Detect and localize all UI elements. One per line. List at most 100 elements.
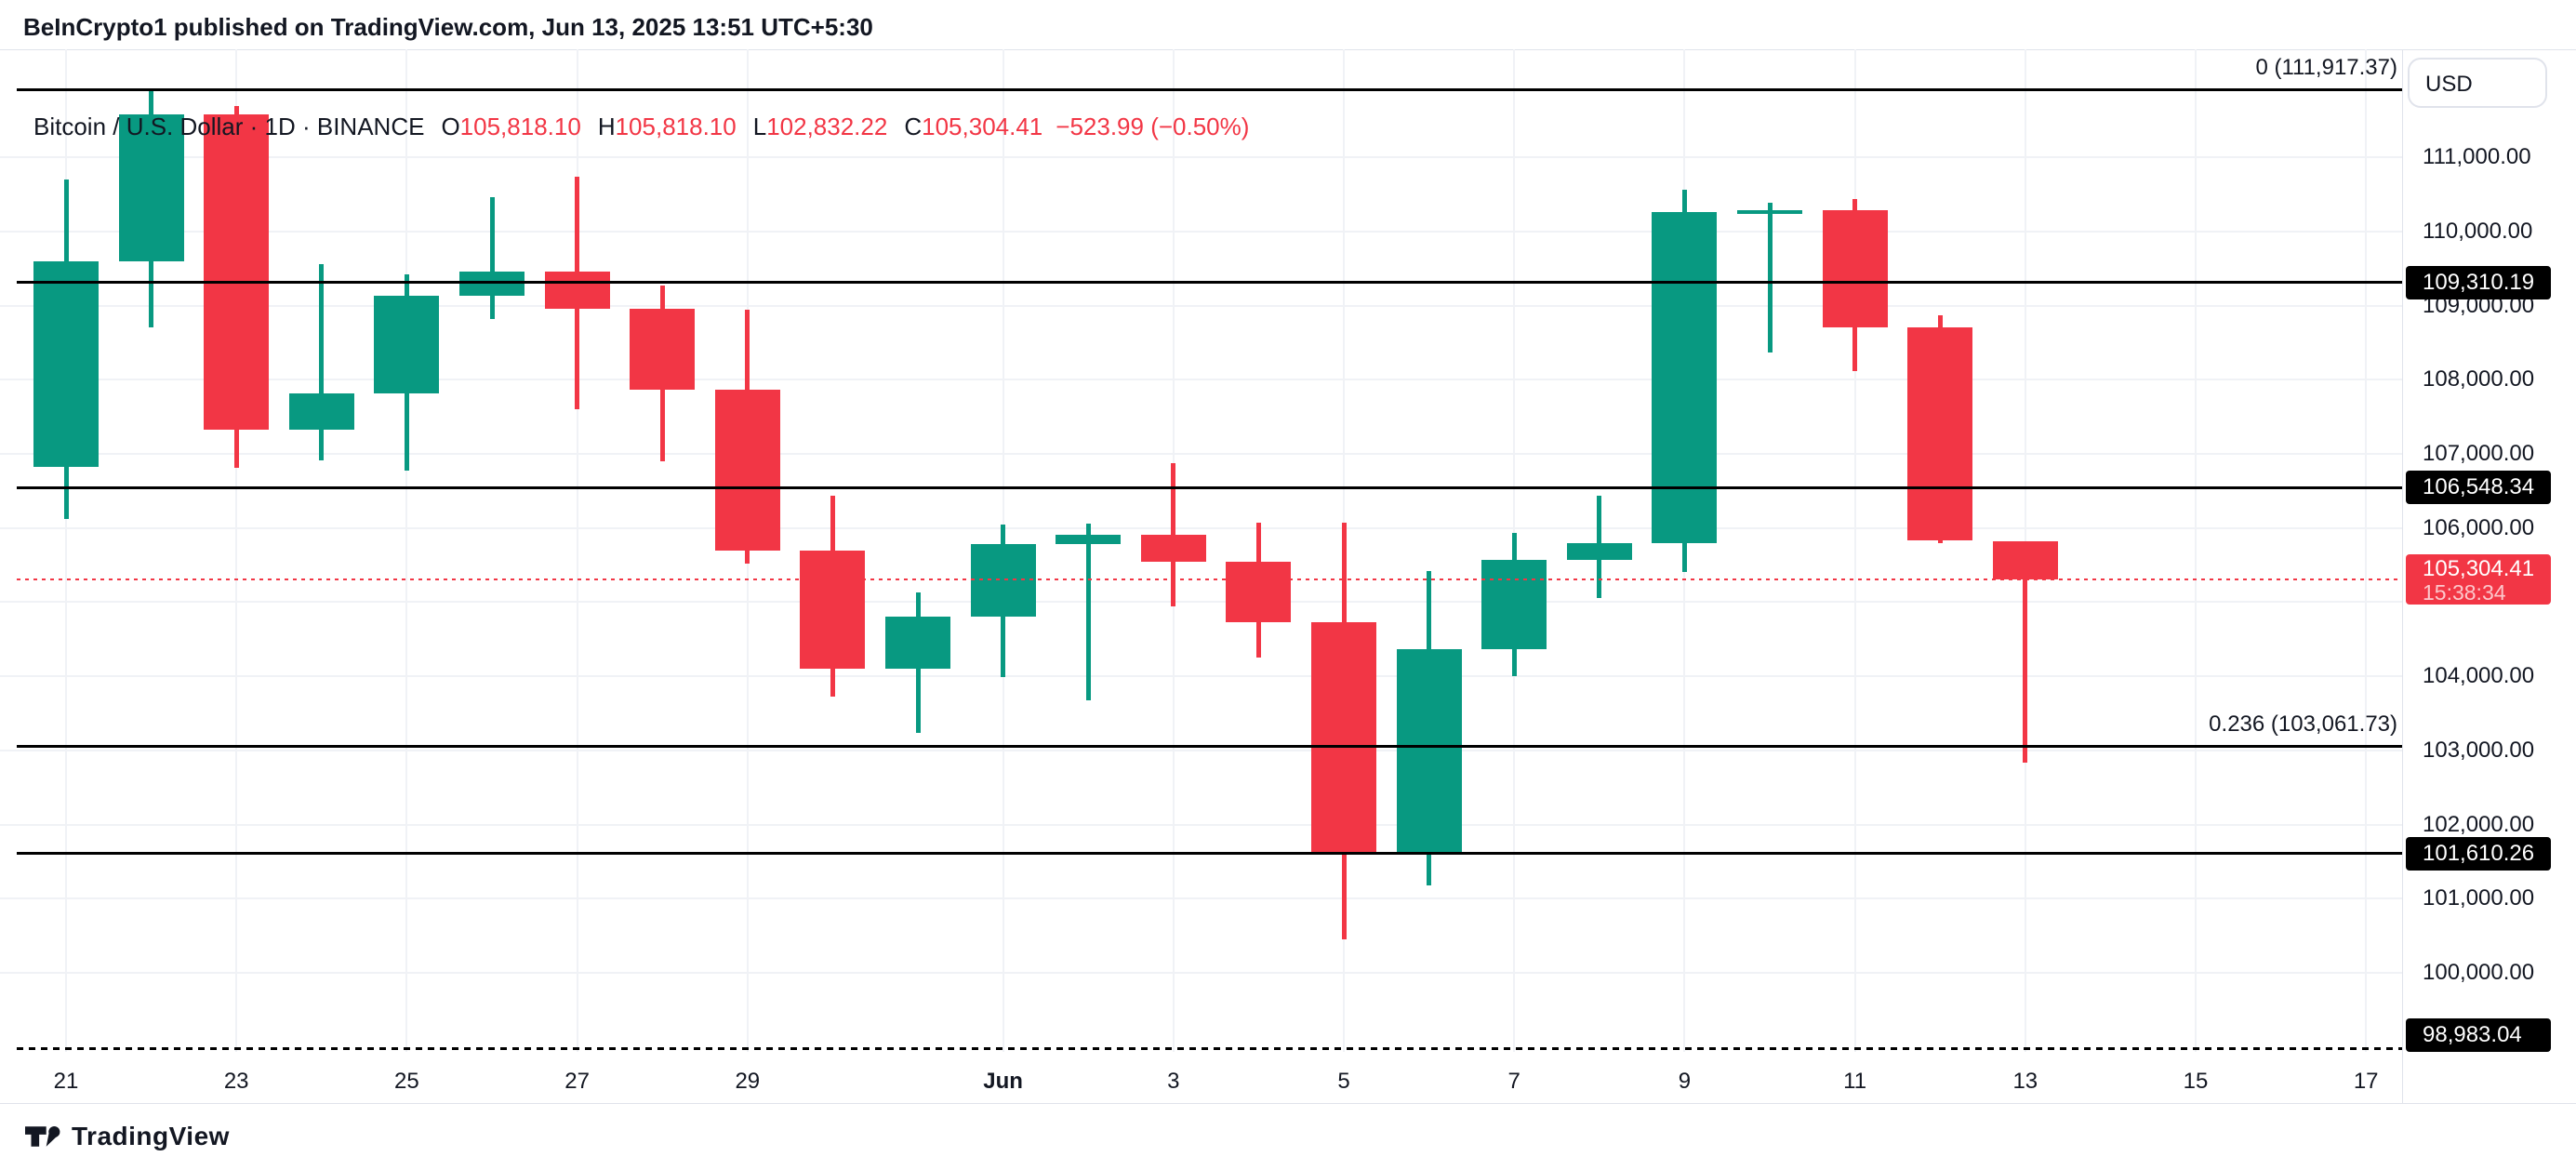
current-price-badge: 105,304.41 15:38:34 [2406,554,2551,605]
time-tick-label: 17 [2353,1069,2379,1094]
v-gridline [1853,49,1856,1052]
h-gridline [0,675,2402,678]
tradingview-logo-icon [25,1125,60,1147]
candle-wick[interactable] [319,263,325,461]
candle-wick[interactable] [489,197,495,319]
h-gridline [0,601,2402,604]
candle-body[interactable] [1396,648,1462,854]
time-tick-label: 13 [2012,1069,2038,1094]
price-level-badge: 101,610.26 [2406,836,2551,871]
fib-level-line [17,87,2402,91]
support-resistance-line [17,281,2402,285]
published-note: BeInCrypto1 published on TradingView.com… [23,13,873,41]
tradingview-logo-text: TradingView [72,1122,230,1150]
time-tick-label: 11 [1843,1069,1867,1094]
candle-body[interactable] [1226,562,1292,622]
v-gridline [576,49,578,1052]
time-tick-label: 9 [1678,1069,1692,1094]
price-tick-label: 101,000.00 [2423,885,2535,911]
support-resistance-line [17,485,2402,489]
candle-body[interactable] [970,544,1036,618]
support-resistance-line [17,1046,2402,1050]
time-tick-label: 15 [2183,1069,2209,1094]
price-tick-label: 100,000.00 [2423,960,2535,986]
h-gridline [0,972,2402,975]
symbol-legend: Bitcoin / U.S. Dollar · 1D · BINANCE O105… [33,113,1249,141]
candle-body[interactable] [118,113,184,261]
candle-body[interactable] [544,271,610,309]
candle-body[interactable] [374,296,440,394]
h-gridline [0,156,2402,159]
chart-pane[interactable]: 0 (111,917.37) 0.236 (103,061.73) Bitcoin… [0,49,2402,1052]
v-gridline [2365,49,2368,1052]
price-level-badge: 106,548.34 [2406,471,2551,505]
currency-button[interactable]: USD [2408,58,2547,108]
h-gridline [0,304,2402,307]
candle-body[interactable] [1652,212,1718,544]
legend-close: C105,304.41 [904,113,1043,140]
candle-body[interactable] [1566,543,1632,561]
time-tick-label: 25 [394,1069,419,1094]
time-tick-label: 27 [564,1069,590,1094]
h-gridline [0,379,2402,381]
price-tick-label: 111,000.00 [2423,144,2531,170]
v-gridline [2195,49,2197,1052]
h-gridline [0,453,2402,456]
h-gridline [0,823,2402,826]
time-tick-label: 29 [735,1069,761,1094]
candle-body[interactable] [1737,209,1802,214]
candle-body[interactable] [288,393,354,430]
time-tick-label: 3 [1167,1069,1180,1094]
candle-wick[interactable] [1085,523,1091,700]
time-tick-label: 7 [1507,1069,1520,1094]
candle-body[interactable] [714,390,780,552]
price-tick-label: 108,000.00 [2423,366,2535,392]
candle-body[interactable] [1140,534,1206,563]
candle-body[interactable] [800,551,866,670]
candle-body[interactable] [1907,326,1973,541]
legend-open: O105,818.10 [441,113,581,140]
candle-body[interactable] [885,617,950,670]
candle-body[interactable] [1481,560,1547,649]
candle-wick[interactable] [1767,202,1773,352]
candle-body[interactable] [33,260,99,467]
candle-body[interactable] [1311,622,1376,854]
price-level-badge: 98,983.04 [2406,1018,2551,1052]
time-tick-label: Jun [983,1069,1023,1094]
price-tick-label: 102,000.00 [2423,811,2535,837]
h-gridline [0,749,2402,751]
v-gridline [235,49,238,1052]
v-gridline [405,49,408,1052]
axis-bottom-border [0,1103,2576,1104]
candle-body[interactable] [630,308,696,391]
price-tick-label: 110,000.00 [2423,218,2533,244]
price-tick-label: 104,000.00 [2423,663,2535,689]
h-gridline [0,230,2402,233]
fib-level-label: 0 (111,917.37) [2255,55,2397,80]
tradingview-logo[interactable]: TradingView [25,1118,230,1155]
symbol-title[interactable]: Bitcoin / U.S. Dollar · 1D · BINANCE [33,113,425,140]
price-scale[interactable]: USD 111,000.00 110,000.00 109,000.00 108,00… [2402,49,2576,1103]
h-gridline [0,526,2402,529]
legend-high: H105,818.10 [597,113,737,140]
h-gridline [0,897,2402,900]
time-tick-label: 5 [1337,1069,1350,1094]
legend-low: L102,832.22 [752,113,888,140]
bar-countdown: 15:38:34 [2423,580,2506,605]
current-price-line [17,578,2402,581]
candle-body[interactable] [1992,541,2058,580]
chart-top-border [0,49,2576,50]
fib-level-label: 0.236 (103,061.73) [2209,711,2397,737]
candle-body[interactable] [204,113,270,430]
v-gridline [65,49,67,1052]
support-resistance-line [17,852,2402,856]
price-tick-label: 106,000.00 [2423,514,2535,540]
legend-change: −523.99 (−0.50%) [1056,113,1250,140]
candle-body[interactable] [1056,534,1122,545]
price-tick-label: 107,000.00 [2423,441,2535,467]
time-axis[interactable]: 21 23 25 27 29 Jun 3 5 7 9 11 13 15 17 [0,1052,2402,1103]
price-level-badge: 109,310.19 [2406,265,2551,299]
fib-level-line [17,744,2402,748]
candle-body[interactable] [1822,209,1888,327]
candle-wick[interactable] [2023,541,2028,764]
